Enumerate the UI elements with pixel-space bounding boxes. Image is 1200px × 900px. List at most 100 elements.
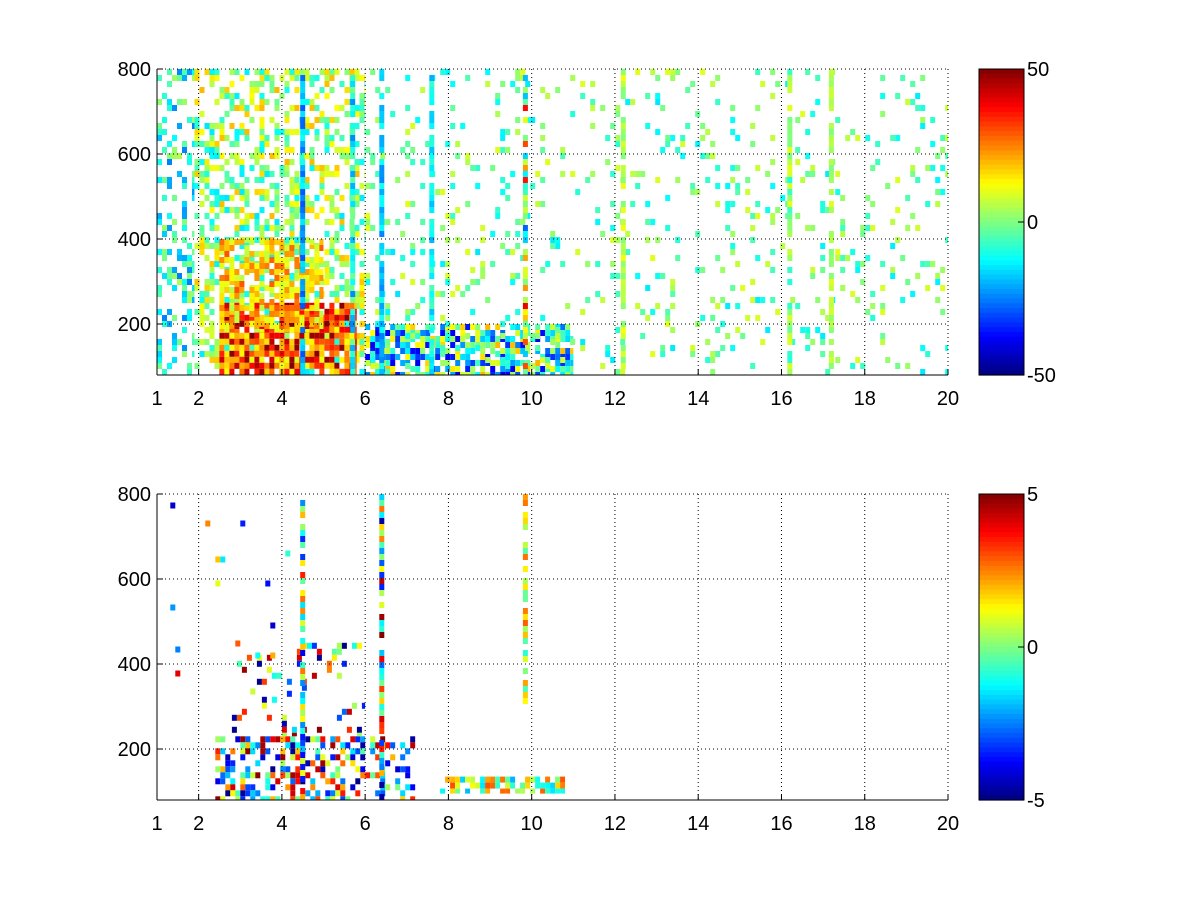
- colorbar-segment: [979, 279, 1024, 285]
- heatmap-cell: [355, 778, 361, 785]
- colorbar-segment: [979, 308, 1024, 314]
- heatmap-streak-cell: [300, 674, 306, 680]
- heatmap-streak-cell: [350, 141, 356, 147]
- heatmap-cell: [239, 308, 245, 315]
- heatmap-cell: [199, 159, 205, 165]
- heatmap-cell: [239, 299, 245, 305]
- heatmap-cell: [610, 225, 616, 231]
- heatmap-cell: [289, 251, 295, 257]
- heatmap-cell: [515, 342, 521, 348]
- heatmap-cell: [505, 776, 511, 783]
- heatmap-streak-cell: [300, 171, 306, 177]
- heatmap-cells: [170, 494, 565, 801]
- heatmap-cell: [304, 195, 310, 201]
- heatmap-cell: [385, 369, 391, 375]
- heatmap-cell: [182, 147, 187, 153]
- heatmap-cell: [505, 348, 511, 354]
- heatmap-streak-cell: [620, 303, 626, 309]
- heatmap-cell: [400, 796, 406, 801]
- heatmap-cell: [675, 147, 681, 153]
- heatmap-cell: [294, 305, 300, 311]
- heatmap-cell: [565, 372, 571, 375]
- heatmap-cell: [235, 790, 241, 797]
- heatmap-cell: [194, 123, 200, 129]
- heatmap-streak-cell: [350, 87, 356, 93]
- heatmap-cell: [314, 338, 320, 345]
- heatmap-cell: [695, 267, 701, 273]
- heatmap-cell: [250, 772, 256, 779]
- heatmap-cell: [560, 147, 566, 153]
- heatmap-cell: [289, 177, 295, 183]
- heatmap-cell: [225, 754, 231, 761]
- heatmap-cell: [264, 350, 270, 357]
- y-tick-label: 400: [118, 654, 151, 676]
- heatmap-streak-cell: [300, 159, 306, 165]
- heatmap-cell: [795, 117, 801, 123]
- colorbar-segment: [979, 594, 1024, 600]
- heatmap-cell: [324, 267, 330, 273]
- heatmap-streak-cell: [300, 87, 306, 93]
- heatmap-cell: [545, 324, 551, 330]
- heatmap-cell: [565, 360, 571, 366]
- heatmap-streak-cell: [522, 135, 528, 141]
- heatmap-cell: [172, 237, 177, 243]
- heatmap-streak-cell: [300, 506, 306, 512]
- heatmap-cell: [319, 293, 324, 299]
- heatmap-cell: [254, 302, 260, 309]
- heatmap-cell: [420, 237, 426, 243]
- heatmap-cell: [545, 363, 551, 369]
- heatmap-streak-cell: [787, 279, 793, 285]
- heatmap-cell: [284, 201, 290, 207]
- heatmap-streak-cell: [787, 201, 793, 207]
- heatmap-cell: [244, 225, 250, 231]
- heatmap-cell: [329, 267, 335, 273]
- heatmap-cell: [274, 311, 280, 317]
- heatmap-streak-cell: [620, 327, 626, 333]
- heatmap-streak-cell: [379, 363, 385, 369]
- heatmap-streak-cell: [522, 171, 528, 177]
- heatmap-cell: [675, 177, 681, 183]
- heatmap-cell: [560, 348, 566, 354]
- heatmap-cell: [285, 784, 291, 791]
- heatmap-streak-cell: [300, 626, 306, 632]
- heatmap-cell: [254, 87, 260, 93]
- heatmap-cell: [865, 213, 871, 219]
- heatmap-cell: [710, 315, 716, 321]
- heatmap-cell: [405, 141, 411, 147]
- heatmap-cell: [269, 350, 275, 357]
- heatmap-cell: [204, 171, 210, 177]
- heatmap-cell: [730, 117, 736, 123]
- heatmap-cell: [309, 207, 315, 213]
- heatmap-cell: [840, 231, 846, 237]
- heatmap-cell: [279, 344, 285, 351]
- heatmap-cell: [244, 320, 250, 327]
- heatmap-cell: [199, 297, 205, 303]
- heatmap-cell: [445, 261, 451, 267]
- colorbar-segment: [979, 766, 1024, 772]
- heatmap-cell: [359, 369, 365, 375]
- heatmap-cell: [284, 305, 290, 311]
- colorbar-segment: [979, 690, 1024, 696]
- heatmap-cell: [274, 231, 280, 237]
- colorbar-segment: [979, 116, 1024, 123]
- heatmap-cell: [325, 760, 331, 767]
- heatmap-cell: [395, 291, 401, 297]
- heatmap-cell: [234, 317, 240, 323]
- heatmap-cell: [239, 305, 245, 311]
- heatmap-cell: [630, 99, 636, 105]
- heatmap-cell: [445, 69, 451, 75]
- heatmap-streak-cell: [379, 686, 385, 692]
- colorbar-segment: [979, 126, 1024, 132]
- heatmap-streak-cell: [429, 111, 435, 117]
- colorbar-segment: [979, 503, 1024, 509]
- heatmap-cell: [400, 231, 406, 237]
- colorbar-segment: [979, 517, 1024, 524]
- heatmap-cell: [354, 225, 360, 231]
- heatmap-cell: [269, 257, 275, 263]
- heatmap-cell: [275, 778, 281, 785]
- heatmap-cell: [550, 354, 556, 360]
- heatmap-cell: [219, 305, 225, 311]
- heatmap-cell: [334, 249, 340, 255]
- heatmap-cell: [316, 726, 322, 733]
- heatmap-streak-cell: [379, 345, 385, 351]
